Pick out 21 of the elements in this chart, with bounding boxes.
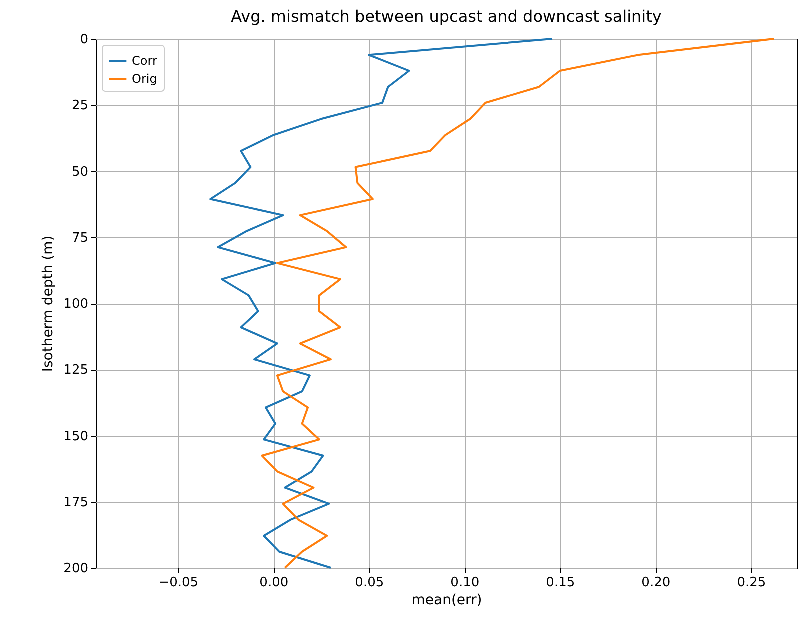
x-axis-title: mean(err)	[412, 592, 482, 608]
y-tick-label: 75	[72, 230, 88, 246]
y-tick-label: 25	[72, 98, 88, 114]
x-tick-label: 0.15	[546, 576, 576, 590]
y-tick-label: 100	[64, 297, 88, 312]
y-tick-label: 175	[64, 495, 88, 510]
x-tick-label: −0.05	[158, 576, 199, 590]
y-tick-label: 50	[72, 164, 88, 180]
x-tick-label: 0.10	[450, 576, 480, 590]
legend-label: Corr	[132, 54, 158, 68]
y-tick-label: 150	[64, 429, 88, 444]
x-tick-label: 0.05	[355, 576, 384, 590]
y-tick-label: 125	[64, 363, 88, 378]
y-tick-label: 200	[64, 562, 88, 576]
x-tick-label: 0.00	[260, 576, 289, 590]
x-tick-label: 0.25	[737, 576, 766, 590]
legend-label: Orig	[132, 72, 158, 86]
y-axis-title: Isotherm depth (m)	[40, 236, 57, 372]
x-tick-label: 0.20	[642, 576, 671, 590]
chart-title: Avg. mismatch between upcast and downcast salinity	[231, 7, 662, 26]
y-tick-label: 0	[80, 32, 88, 48]
